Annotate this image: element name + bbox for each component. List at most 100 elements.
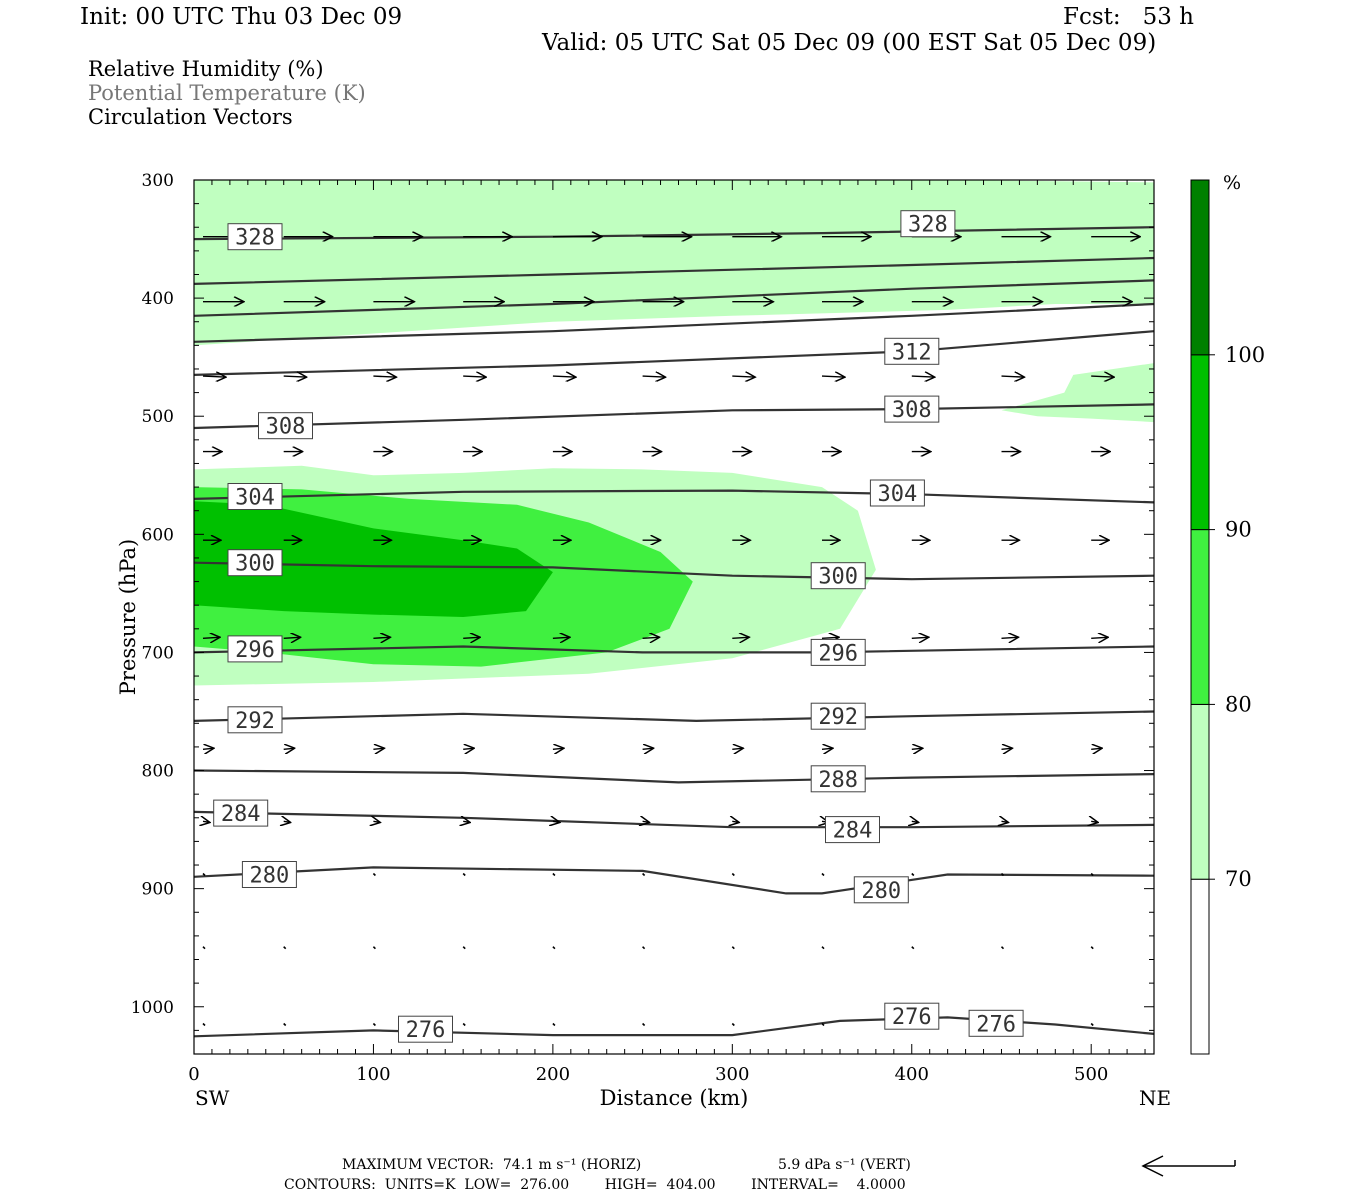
- y-tick-label: 900: [142, 880, 174, 900]
- x-tick-label: 200: [536, 1064, 570, 1085]
- circulation-vector: [821, 872, 825, 877]
- circulation-vector: [642, 376, 665, 377]
- circulation-vector: [373, 637, 389, 638]
- theta-label: 296: [818, 641, 858, 666]
- theta-contour-320: [194, 279, 1154, 317]
- x-tick-label: 0: [188, 1064, 199, 1085]
- y-tick-label: 500: [142, 407, 174, 427]
- theta-label-box: [884, 1002, 940, 1030]
- colorbar-label: 70: [1225, 867, 1252, 891]
- circulation-vector: [732, 821, 738, 822]
- circulation-vector: [642, 946, 646, 950]
- circulation-vector: [731, 946, 735, 950]
- theta-label-box: [227, 635, 283, 663]
- theta-label: 284: [833, 819, 873, 844]
- circulation-vector: [911, 637, 928, 638]
- circulation-vector: [732, 376, 754, 377]
- theta-label-box: [853, 876, 909, 904]
- circulation-vector: [463, 637, 479, 638]
- circulation-vector: [462, 872, 466, 877]
- theta-contour-layer: [194, 226, 1154, 1038]
- theta-label: 276: [406, 1018, 446, 1043]
- circulation-vector: [283, 946, 287, 950]
- circulation-vector: [911, 872, 915, 877]
- theta-label-box: [825, 816, 880, 844]
- circulation-vector: [283, 1022, 287, 1027]
- init-time: Init: 00 UTC Thu 03 Dec 09: [80, 4, 403, 30]
- theta-label-box: [227, 223, 283, 251]
- y-tick-label: 800: [142, 762, 174, 782]
- theta-label-box: [810, 702, 866, 730]
- theta-label: 280: [861, 879, 901, 904]
- circulation-vector: [1091, 821, 1097, 822]
- circulation-vector: [821, 1022, 825, 1027]
- circulation-vector: [731, 872, 735, 877]
- colorbar-segment: [1190, 179, 1210, 356]
- circulation-vector: [732, 637, 748, 638]
- reference-vector-arrowhead: [1141, 1155, 1164, 1177]
- circulation-vector: [553, 821, 559, 822]
- title-relative-humidity: Relative Humidity (%): [88, 57, 324, 81]
- theta-label-box: [810, 562, 866, 590]
- theta-contour-280: [194, 866, 1154, 895]
- circulation-vector: [283, 637, 300, 638]
- theta-label: 300: [818, 565, 858, 590]
- circulation-vector: [1001, 376, 1024, 377]
- colorbar-segment: [1190, 529, 1210, 705]
- circulation-vector: [202, 872, 206, 877]
- circulation-vector: [1090, 872, 1094, 877]
- theta-label: 312: [892, 340, 932, 365]
- theta-contour-312: [194, 330, 1154, 376]
- theta-label-box: [900, 210, 956, 238]
- colorbar-unit: %: [1223, 172, 1241, 194]
- x-tick-label: 300: [715, 1064, 749, 1085]
- circulation-vector: [1000, 946, 1005, 950]
- theta-label: 328: [908, 213, 948, 238]
- circulation-vector: [202, 748, 213, 749]
- circulation-vector: [202, 946, 206, 950]
- valid-time: Valid: 05 UTC Sat 05 Dec 09 (00 EST Sat …: [542, 30, 1157, 56]
- rh-shading-layer: [194, 180, 1154, 686]
- theta-contour-292: [194, 710, 1154, 723]
- theta-label: 276: [892, 1005, 932, 1030]
- theta-label: 308: [892, 398, 932, 423]
- circulation-vector: [202, 637, 219, 638]
- theta-label: 304: [235, 486, 275, 511]
- theta-label: 308: [266, 415, 306, 440]
- circulation-vector: [911, 376, 934, 377]
- theta-label: 292: [818, 705, 858, 730]
- circulation-vector: [373, 376, 395, 377]
- y-tick-label: 1000: [131, 998, 174, 1018]
- title-potential-temperature: Potential Temperature (K): [88, 81, 366, 105]
- plot-frame: [193, 179, 1155, 1055]
- colorbar-segment: [1190, 354, 1210, 531]
- circulation-vector: [552, 872, 556, 877]
- circulation-vector: [643, 821, 649, 822]
- theta-label-box: [869, 479, 925, 507]
- circulation-vector: [732, 748, 742, 749]
- theta-label: 296: [235, 638, 275, 663]
- circulation-vector: [203, 821, 209, 822]
- circulation-vector: [463, 376, 485, 377]
- circulation-vector: [552, 946, 556, 950]
- circulation-vector: [1000, 872, 1005, 877]
- circulation-vector: [821, 376, 844, 377]
- circulation-vector: [1001, 748, 1012, 749]
- circulation-vector: [642, 1022, 646, 1027]
- circulation-vector: [552, 748, 563, 749]
- circulation-vector: [1090, 1022, 1094, 1027]
- circulation-vector: [462, 1022, 466, 1027]
- theta-label-box: [810, 765, 866, 793]
- circulation-vector: [821, 637, 838, 638]
- circulation-vector: [202, 376, 225, 377]
- circulation-vector: [642, 637, 659, 638]
- theta-label-box: [810, 638, 866, 666]
- theta-label: 276: [976, 1012, 1016, 1037]
- circulation-vector: [821, 946, 825, 950]
- circulation-vector: [642, 872, 646, 877]
- theta-contour-316: [194, 302, 1154, 343]
- theta-label: 280: [250, 864, 290, 889]
- theta-label-box: [227, 706, 283, 734]
- y-tick-label: 700: [142, 643, 174, 663]
- circulation-vector: [821, 748, 832, 749]
